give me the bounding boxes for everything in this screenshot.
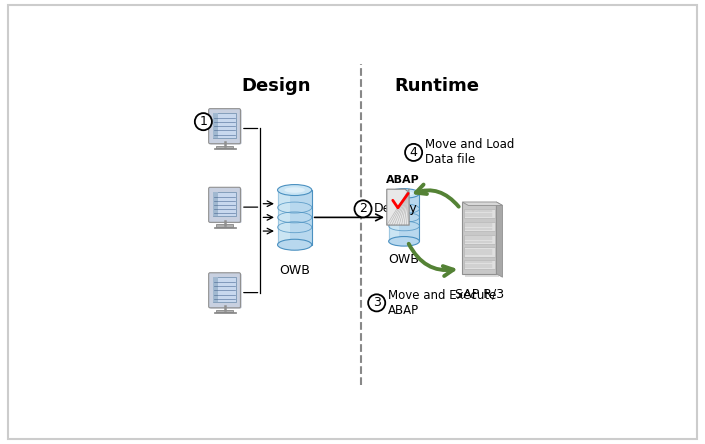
Bar <box>463 222 495 231</box>
Bar <box>216 224 233 227</box>
Bar <box>278 190 290 245</box>
Polygon shape <box>387 189 409 225</box>
Bar <box>214 312 235 313</box>
Text: Deploy: Deploy <box>373 202 417 215</box>
Circle shape <box>368 294 385 311</box>
Circle shape <box>405 144 422 161</box>
Circle shape <box>195 113 212 130</box>
Text: SAP R/3: SAP R/3 <box>455 287 504 301</box>
Text: 2: 2 <box>359 202 367 215</box>
Circle shape <box>355 200 372 218</box>
Bar <box>214 148 235 149</box>
Bar <box>213 277 218 301</box>
Ellipse shape <box>278 185 312 195</box>
Text: Design: Design <box>241 77 311 95</box>
FancyBboxPatch shape <box>209 187 240 222</box>
FancyBboxPatch shape <box>209 109 242 144</box>
Bar <box>465 205 499 277</box>
Text: 4: 4 <box>410 146 417 159</box>
Text: Runtime: Runtime <box>394 77 479 95</box>
Text: Move and Load
Data file: Move and Load Data file <box>424 139 514 166</box>
Bar <box>213 192 236 216</box>
Bar <box>216 310 233 313</box>
Ellipse shape <box>278 239 312 250</box>
Ellipse shape <box>284 187 305 193</box>
Text: OWB: OWB <box>388 253 419 266</box>
Bar <box>213 277 236 301</box>
Bar <box>213 192 218 216</box>
FancyBboxPatch shape <box>209 273 240 308</box>
Bar <box>388 194 400 242</box>
Text: ABAP: ABAP <box>386 175 419 185</box>
Bar <box>216 146 233 148</box>
FancyBboxPatch shape <box>209 188 242 223</box>
Bar <box>388 194 419 242</box>
Bar <box>462 202 496 274</box>
Bar <box>463 247 495 257</box>
Bar <box>213 113 236 138</box>
Bar <box>463 234 495 244</box>
Ellipse shape <box>388 237 419 246</box>
Bar <box>214 226 235 228</box>
Text: Move and Execute
ABAP: Move and Execute ABAP <box>388 289 496 317</box>
Polygon shape <box>462 202 503 206</box>
Bar <box>463 260 495 270</box>
Ellipse shape <box>388 189 419 198</box>
Polygon shape <box>496 202 503 277</box>
Text: 3: 3 <box>373 296 381 309</box>
Ellipse shape <box>395 191 413 196</box>
FancyBboxPatch shape <box>209 274 242 309</box>
Bar <box>213 113 218 138</box>
Bar <box>278 190 312 245</box>
Text: 1: 1 <box>200 115 207 128</box>
Bar <box>463 209 495 218</box>
Text: OWB: OWB <box>279 264 310 277</box>
FancyBboxPatch shape <box>209 109 240 144</box>
